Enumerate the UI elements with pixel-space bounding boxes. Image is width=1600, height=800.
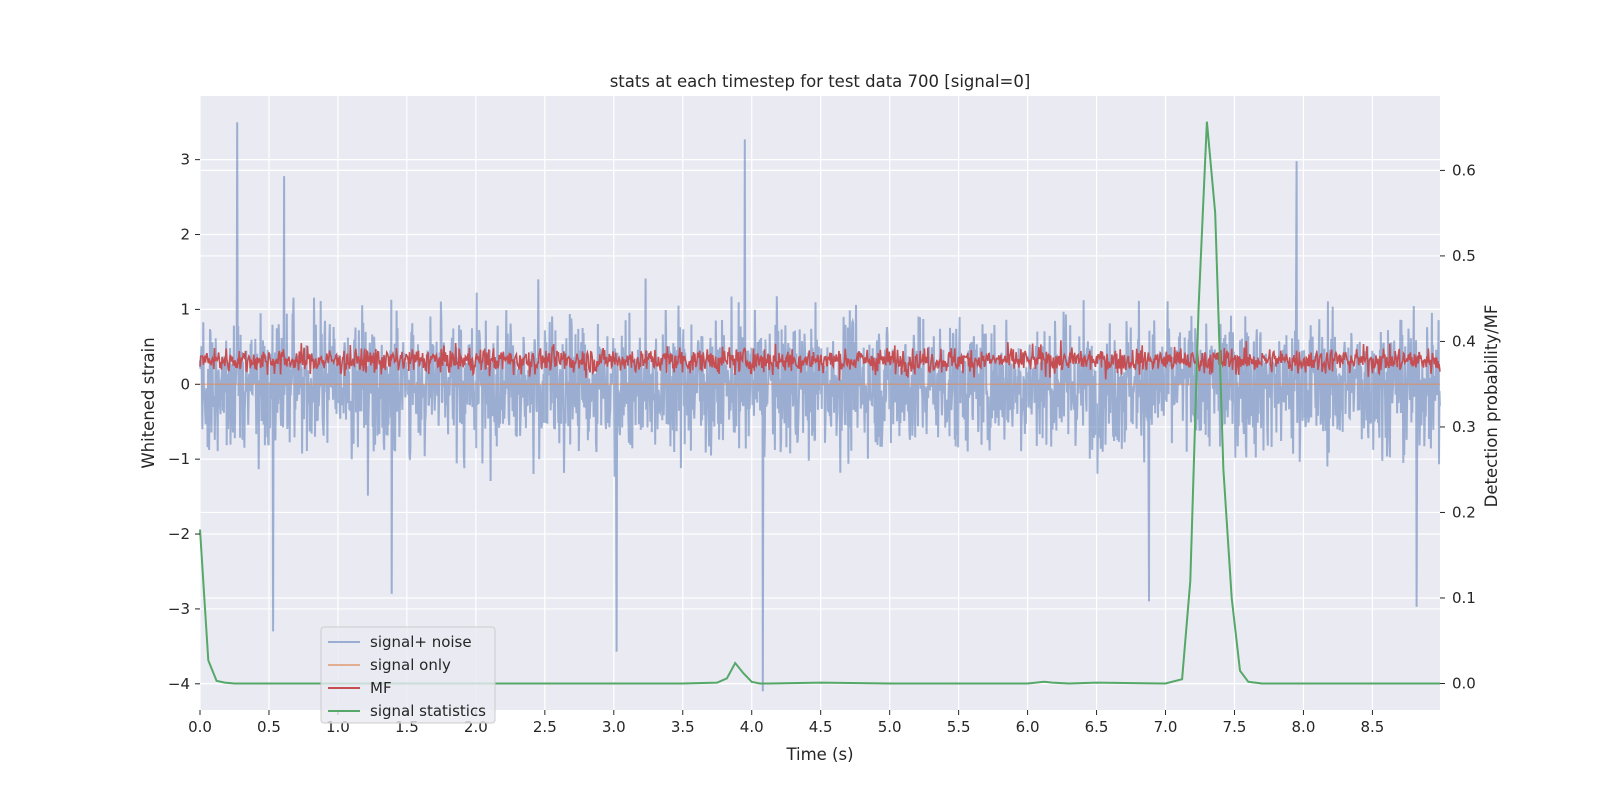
x-tick-label: 7.5 [1223,718,1247,736]
x-tick-label: 4.5 [809,718,833,736]
y-tick-label: 0 [180,375,190,393]
x-tick-label: 3.5 [671,718,695,736]
legend-item: signal statistics [328,702,486,720]
y2-tick-label: 0.4 [1452,332,1476,350]
y2-tick-label: 0.5 [1452,247,1476,265]
y2-tick-label: 0.2 [1452,503,1476,521]
y-tick-label: −2 [168,525,190,543]
legend-label: signal statistics [370,702,486,720]
mf-series [199,340,1441,381]
x-axis-label: Time (s) [785,745,853,764]
x-tick-label: 0.5 [257,718,281,736]
y-tick-label: −4 [168,675,190,693]
y-axis-label: Whitened strain [139,337,158,468]
y-axis-ticks: 3 2 1 0 −1 −2 −3 −4 [168,151,200,693]
y-tick-label: 3 [180,151,190,169]
y2-axis-ticks: 0.6 0.5 0.4 0.3 0.2 0.1 0.0 [1440,161,1476,692]
legend-box [320,626,496,724]
x-tick-label: 5.0 [878,718,902,736]
legend-item: signal only [328,656,451,674]
x-axis-ticks: 0.0 0.5 1.0 1.5 2.0 2.5 3.0 3.5 4.0 4.5 5.0 5.5 6.0 6… [188,710,1384,736]
x-tick-label: 6.5 [1085,718,1109,736]
x-tick-label: 8.0 [1292,718,1316,736]
legend: signal+ noise signal only MF signal statist… [320,626,496,724]
legend-label: signal+ noise [370,633,472,651]
legend-item: MF [328,679,392,697]
y2-tick-label: 0.3 [1452,418,1476,436]
x-tick-label: 6.0 [1016,718,1040,736]
x-tick-label: 7.0 [1154,718,1178,736]
y2-axis-label: Detection probability/MF [1482,305,1501,508]
x-tick-label: 0.0 [188,718,212,736]
x-tick-label: 5.5 [947,718,971,736]
y-tick-label: −1 [168,450,190,468]
mf-line [199,340,1441,381]
chart-title: stats at each timestep for test data 700… [610,72,1031,91]
x-tick-label: 3.0 [602,718,626,736]
y2-tick-label: 0.6 [1452,161,1476,179]
y-tick-label: −3 [168,600,190,618]
y-tick-label: 1 [180,300,190,318]
legend-label: MF [370,679,392,697]
y2-tick-label: 0.1 [1452,589,1476,607]
x-tick-label: 2.5 [533,718,557,736]
y2-tick-label: 0.0 [1452,674,1476,692]
legend-label: signal only [370,656,451,674]
x-tick-label: 8.5 [1360,718,1384,736]
legend-item: signal+ noise [328,633,472,651]
x-tick-label: 4.0 [740,718,764,736]
y-tick-label: 2 [180,226,190,244]
